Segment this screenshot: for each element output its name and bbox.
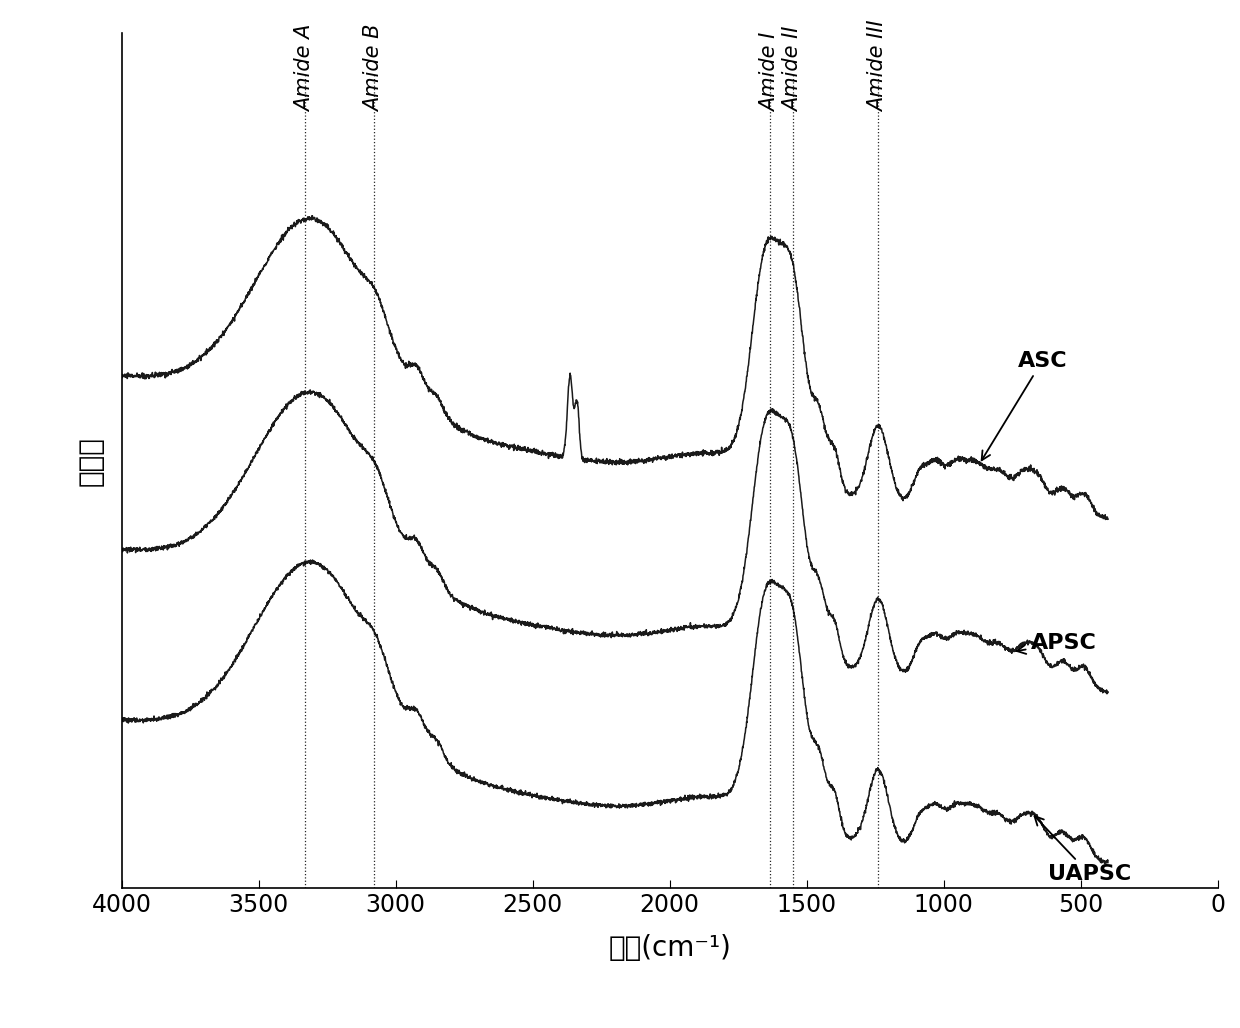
Text: UAPSC: UAPSC	[1034, 816, 1131, 884]
Text: ASC: ASC	[982, 351, 1068, 461]
Text: Amide A: Amide A	[295, 25, 315, 112]
Text: Amide III: Amide III	[868, 21, 888, 112]
Text: Amide I: Amide I	[760, 33, 780, 112]
Y-axis label: 吸光度: 吸光度	[77, 436, 105, 485]
Text: APSC: APSC	[1017, 633, 1097, 654]
Text: Amide II: Amide II	[784, 27, 804, 112]
X-axis label: 波数(cm⁻¹): 波数(cm⁻¹)	[608, 933, 732, 961]
Text: Amide B: Amide B	[363, 25, 383, 112]
